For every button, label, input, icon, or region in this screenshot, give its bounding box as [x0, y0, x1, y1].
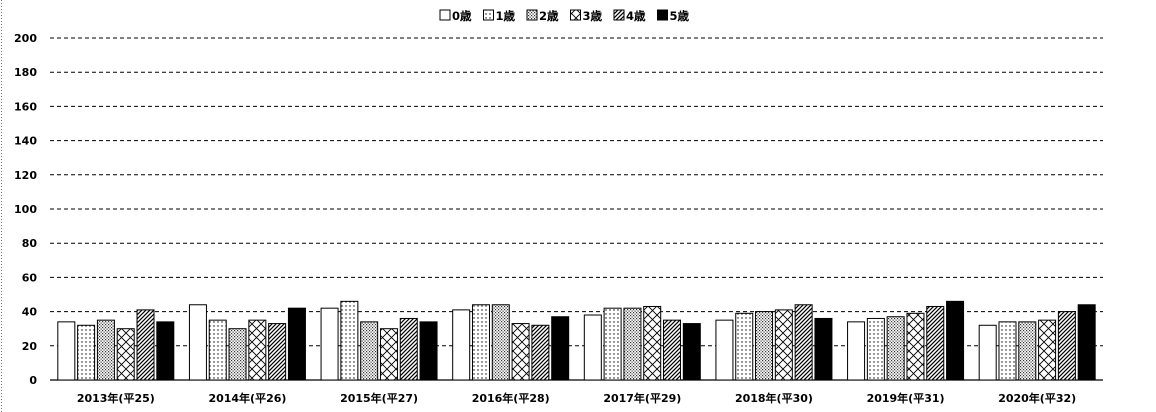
y-tick-label: 40	[22, 306, 38, 319]
bar	[814, 317, 833, 381]
bar	[643, 305, 662, 381]
x-tick-label: 2013年(平25)	[77, 391, 155, 405]
bar	[360, 321, 379, 381]
bar	[452, 309, 471, 381]
bar	[946, 300, 965, 381]
bar	[1038, 319, 1057, 381]
gridlines	[50, 37, 1103, 381]
bar	[926, 305, 945, 381]
bar	[551, 316, 570, 381]
y-tick-label: 80	[22, 237, 38, 250]
legend: 0歳 1歳 2歳 3歳 4歳 5歳	[439, 9, 690, 23]
y-tick-label: 20	[22, 340, 38, 353]
x-tick-label: 2019年(平31)	[867, 391, 945, 405]
bar	[1077, 304, 1096, 381]
bar	[320, 307, 339, 381]
bar	[531, 324, 550, 381]
y-axis-ticks: 0 20 40 60 80 100 120 140 160 180 200	[14, 32, 37, 387]
legend-label: 0歳	[452, 9, 472, 23]
bar	[96, 319, 115, 381]
x-axis-ticks: 2013年(平25) 2014年(平26) 2015年(平27) 2016年(平28)…	[77, 391, 1076, 405]
bar	[511, 323, 530, 381]
legend-label: 1歳	[496, 9, 516, 23]
bar	[847, 321, 866, 381]
y-tick-label: 140	[14, 135, 37, 148]
y-tick-label: 120	[14, 169, 37, 182]
x-tick-label: 2018年(平30)	[735, 391, 813, 405]
bar	[1057, 311, 1076, 381]
bar	[471, 304, 490, 381]
bar	[77, 324, 96, 381]
bar	[208, 319, 227, 381]
y-tick-label: 0	[29, 374, 37, 387]
y-tick-label: 60	[22, 271, 38, 284]
x-tick-label: 2016年(平28)	[472, 391, 550, 405]
bar	[136, 309, 155, 381]
bar	[794, 304, 813, 381]
bar	[682, 323, 701, 381]
bar	[998, 321, 1017, 381]
bar	[268, 323, 287, 381]
y-tick-label: 160	[14, 100, 37, 113]
bar	[188, 304, 207, 381]
bar	[886, 316, 905, 381]
bar	[1018, 321, 1037, 381]
bar	[978, 324, 997, 381]
legend-swatch	[526, 9, 538, 21]
bar	[491, 304, 510, 381]
bar	[116, 328, 135, 381]
x-tick-label: 2014年(平26)	[208, 391, 286, 405]
bar	[156, 321, 175, 381]
bar	[866, 317, 885, 381]
bar	[340, 300, 359, 381]
bar	[583, 314, 602, 381]
legend-swatch	[570, 9, 581, 21]
bar	[419, 321, 438, 381]
x-tick-label: 2020年(平32)	[998, 391, 1076, 405]
y-tick-label: 200	[14, 32, 37, 45]
bars	[57, 300, 1096, 381]
legend-swatch	[613, 9, 625, 21]
bar	[623, 307, 642, 381]
y-tick-label: 180	[14, 66, 37, 79]
legend-swatch	[483, 9, 494, 21]
bar	[57, 321, 76, 381]
legend-label: 5歳	[670, 9, 690, 23]
bar	[663, 319, 682, 381]
bar	[715, 319, 734, 381]
bar	[755, 311, 774, 381]
bar	[228, 328, 247, 381]
x-tick-label: 2017年(平29)	[603, 391, 681, 405]
bar	[906, 312, 925, 381]
bar	[379, 328, 398, 381]
bar	[248, 319, 267, 381]
y-tick-label: 100	[14, 203, 37, 216]
legend-swatch	[439, 9, 451, 21]
bar	[774, 309, 793, 381]
bar	[399, 317, 418, 381]
x-tick-label: 2015年(平27)	[340, 391, 418, 405]
bar	[735, 312, 754, 381]
bar	[287, 307, 306, 381]
bar	[603, 307, 622, 381]
legend-label: 2歳	[539, 9, 559, 23]
legend-label: 3歳	[583, 9, 603, 23]
legend-swatch	[657, 9, 668, 21]
legend-label: 4歳	[626, 9, 646, 23]
